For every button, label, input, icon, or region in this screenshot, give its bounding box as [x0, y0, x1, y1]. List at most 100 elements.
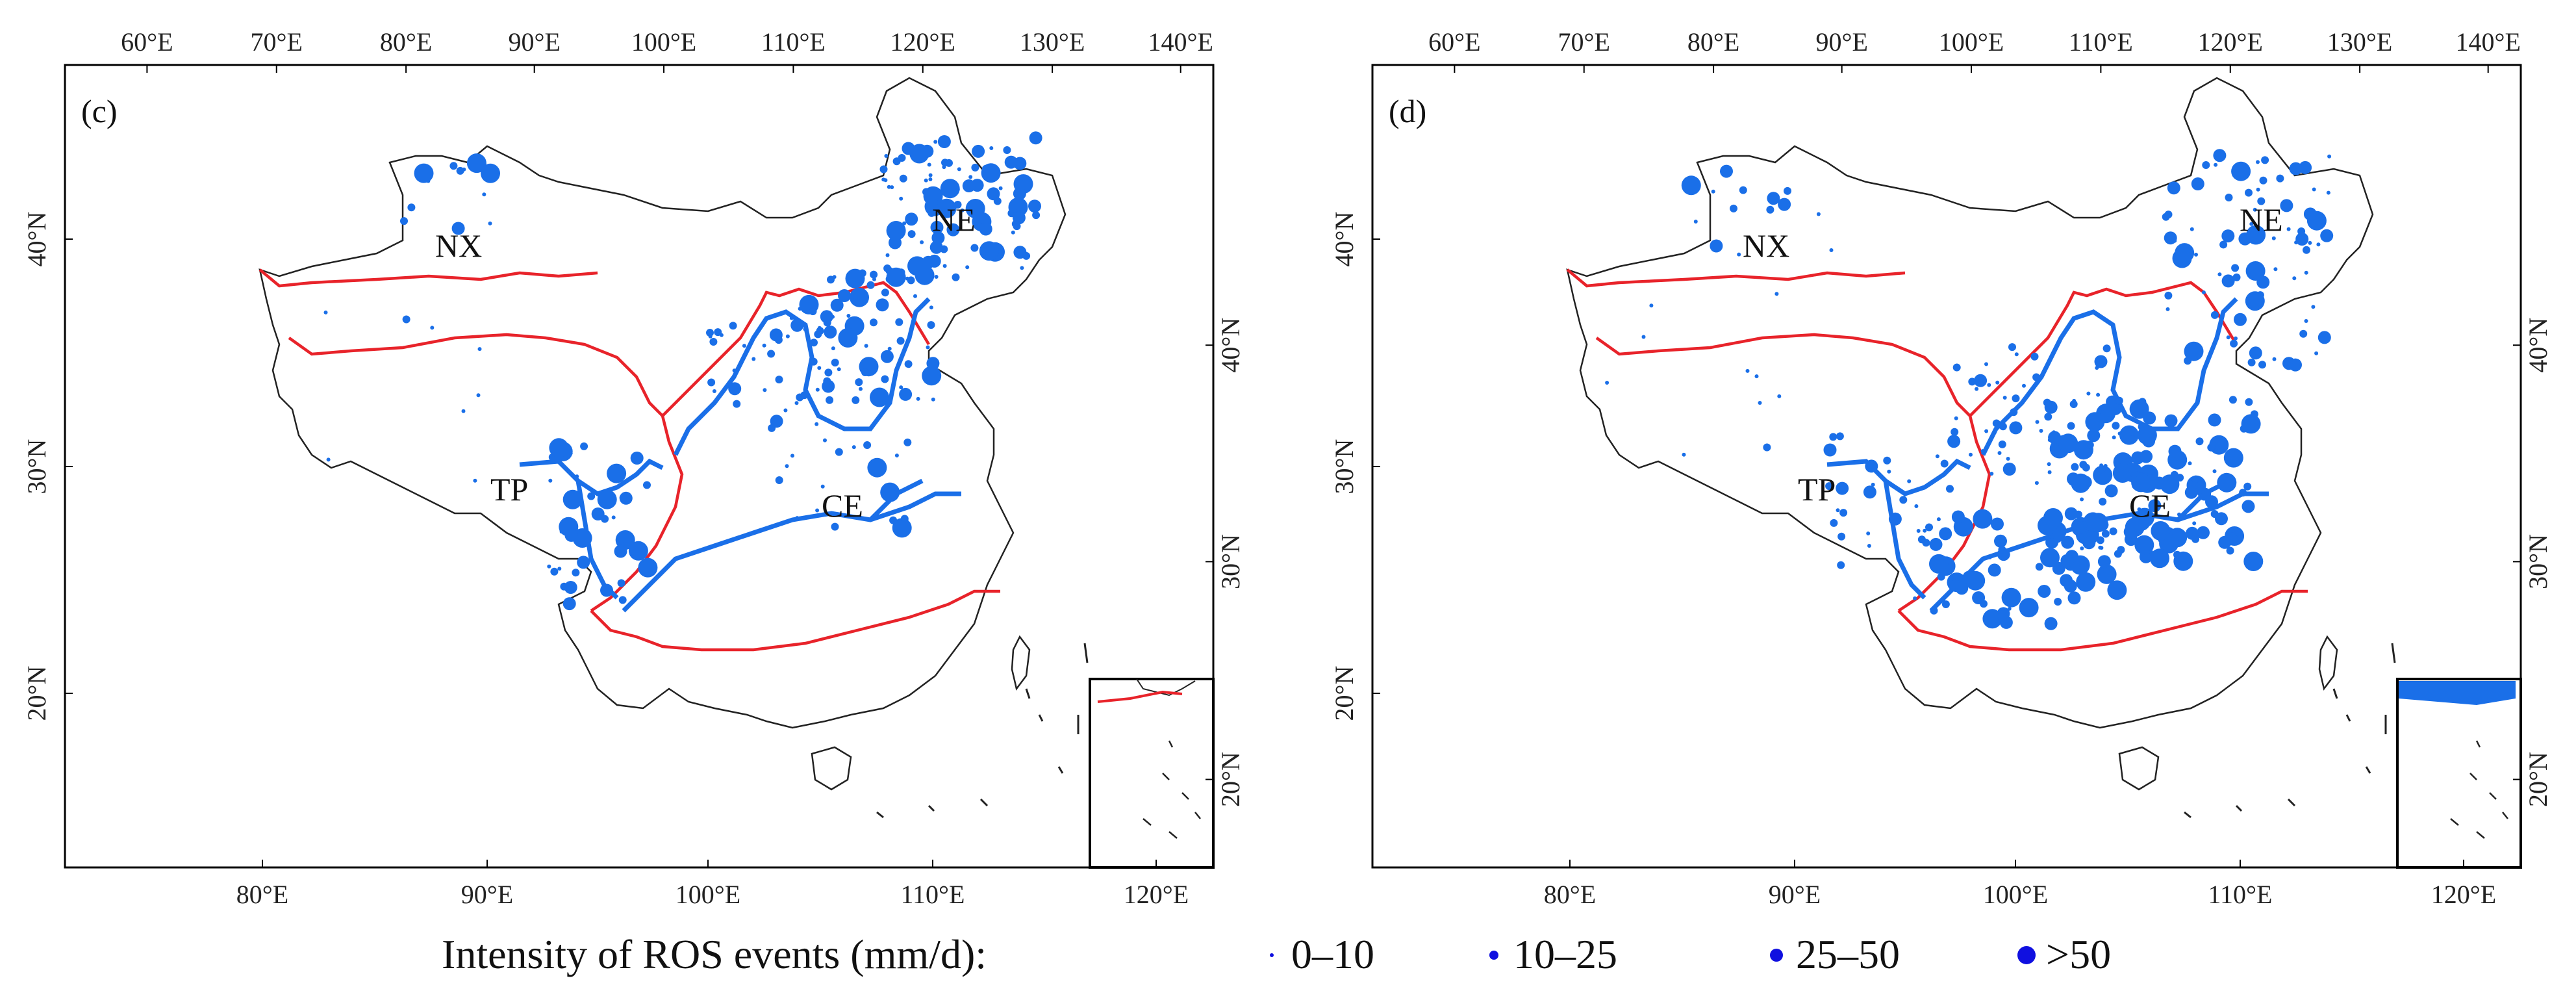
station-marker — [2040, 548, 2060, 568]
region-label-ce: CE — [2129, 487, 2171, 524]
station-marker — [1995, 618, 1999, 622]
station-marker — [920, 144, 934, 158]
station-marker — [477, 347, 482, 352]
station-marker — [1605, 381, 1610, 385]
station-marker — [795, 516, 800, 520]
station-marker — [902, 142, 915, 155]
station-marker — [2294, 240, 2299, 245]
station-marker — [942, 165, 946, 170]
station-marker — [2202, 161, 2210, 169]
station-marker — [763, 388, 767, 392]
station-marker — [577, 556, 590, 569]
lon-tick-label-bottom: 100°E — [676, 880, 740, 909]
station-marker — [957, 167, 961, 172]
station-marker — [2295, 233, 2309, 246]
station-marker — [2047, 462, 2051, 467]
station-marker — [2166, 307, 2170, 311]
station-marker — [1682, 452, 1686, 457]
station-marker — [1829, 248, 1834, 252]
station-marker — [1816, 212, 1821, 216]
station-marker — [2129, 399, 2149, 419]
station-marker — [707, 378, 716, 387]
station-marker — [815, 508, 820, 513]
legend-item-label: >50 — [2046, 931, 2111, 977]
station-marker — [971, 163, 979, 172]
station-marker — [2137, 425, 2157, 445]
station-marker — [2245, 291, 2265, 311]
station-marker — [2064, 579, 2077, 593]
station-marker — [2070, 555, 2090, 575]
station-marker — [850, 287, 869, 307]
station-marker — [955, 187, 960, 192]
station-marker — [1913, 596, 1917, 600]
station-marker — [814, 422, 819, 426]
station-marker — [794, 401, 799, 405]
station-marker — [630, 452, 644, 465]
station-marker — [1984, 429, 1989, 433]
station-marker — [835, 448, 843, 456]
station-marker — [2213, 149, 2227, 162]
station-marker — [562, 597, 576, 611]
station-marker — [2175, 243, 2195, 263]
station-marker — [775, 376, 783, 384]
station-marker — [2231, 161, 2251, 181]
station-marker — [1784, 186, 1791, 195]
station-marker — [1935, 454, 1939, 459]
station-marker — [1711, 189, 1715, 194]
station-marker — [2106, 395, 2119, 409]
station-marker — [2188, 461, 2192, 466]
station-marker — [2168, 444, 2182, 458]
station-marker — [989, 146, 994, 150]
station-marker — [866, 281, 875, 289]
station-marker — [785, 334, 790, 339]
station-marker — [960, 208, 965, 212]
station-marker — [2312, 187, 2316, 192]
station-marker — [615, 530, 635, 550]
station-marker — [2292, 276, 2297, 281]
station-marker — [894, 454, 899, 457]
station-marker — [904, 360, 913, 368]
station-marker — [2140, 450, 2153, 463]
station-marker — [884, 154, 889, 158]
station-marker — [2177, 512, 2181, 517]
station-marker — [2184, 341, 2204, 361]
station-marker — [2095, 518, 2109, 532]
station-marker — [1739, 186, 1747, 194]
station-marker — [1003, 146, 1011, 154]
station-marker — [770, 415, 783, 428]
station-marker — [810, 339, 818, 347]
station-marker — [2054, 598, 2062, 606]
lon-tick-label-top: 110°E — [2069, 27, 2133, 57]
station-marker — [915, 265, 935, 285]
station-marker — [1929, 537, 1943, 551]
lat-tick-label-right: 30°N — [1216, 534, 1245, 589]
lat-tick-label-right: 40°N — [2523, 318, 2553, 373]
station-marker — [414, 163, 434, 183]
station-marker — [2117, 546, 2125, 554]
station-marker — [1973, 509, 1993, 529]
station-marker — [2304, 270, 2308, 275]
station-marker — [1988, 555, 1992, 559]
station-marker — [2191, 177, 2204, 190]
station-marker — [2099, 498, 2107, 506]
station-marker — [2201, 290, 2206, 294]
station-marker — [714, 328, 722, 337]
station-marker — [2282, 357, 2295, 370]
station-marker — [800, 391, 809, 400]
station-marker — [564, 581, 577, 594]
station-marker — [2002, 463, 2016, 476]
station-marker — [1923, 528, 1927, 533]
station-marker — [2009, 421, 2023, 435]
station-marker — [557, 567, 562, 571]
station-marker — [2303, 246, 2310, 254]
station-marker — [2071, 473, 2091, 493]
station-marker — [1745, 368, 1750, 373]
legend-title: Intensity of ROS events (mm/d): — [442, 931, 987, 977]
station-marker — [790, 454, 794, 458]
station-marker — [1925, 523, 1933, 532]
station-marker — [2150, 548, 2169, 569]
station-marker — [643, 481, 651, 489]
station-marker — [2240, 175, 2244, 179]
station-marker — [2232, 273, 2241, 281]
station-marker — [549, 438, 569, 458]
